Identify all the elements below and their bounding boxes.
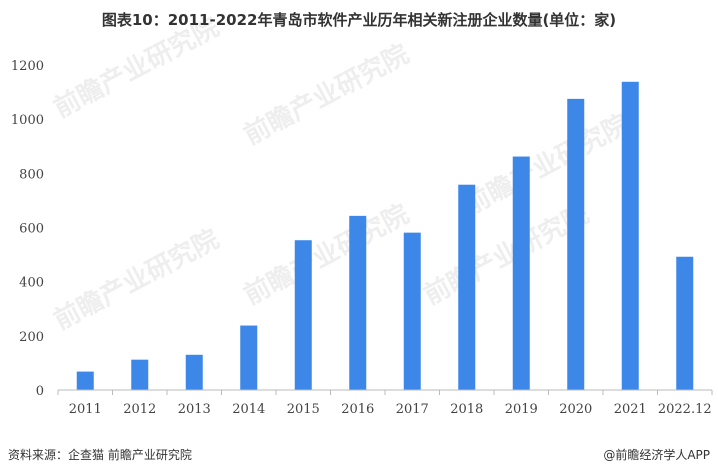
bars (76, 81, 694, 391)
x-tick-label: 2019 (505, 402, 538, 417)
x-axis: 2011 2012 2013 2014 2015 2016 2017 2018 2019 2020… (57, 389, 713, 417)
bar-2020 (567, 98, 585, 391)
bar-2015 (294, 240, 312, 390)
watermark-text: 前瞻产业研究院 (49, 223, 224, 336)
watermark-text: 前瞻产业研究院 (239, 38, 414, 151)
y-tick-label: 400 (19, 276, 44, 291)
bar-2011 (76, 371, 94, 390)
x-tick-label: 2021 (614, 402, 647, 417)
x-tick-label: 2013 (178, 402, 211, 417)
x-tick-label: 2018 (450, 402, 483, 417)
bar-2016 (349, 215, 367, 390)
bar-2012 (131, 359, 149, 390)
watermark-text: 前瞻产业研究院 (459, 108, 634, 221)
y-tick-label: 1000 (11, 113, 44, 128)
bar-2019 (512, 156, 530, 390)
x-tick-label: 2012 (123, 402, 156, 417)
y-tick-label: 0 (36, 384, 44, 399)
watermark-text: 前瞻产业研究院 (49, 11, 224, 124)
bar-2014 (240, 325, 258, 390)
bar-2017 (403, 232, 421, 390)
bar-2022.12 (676, 256, 694, 390)
y-axis: 0 200 400 600 800 1000 1200 (11, 59, 44, 399)
y-tick-label: 200 (19, 330, 44, 345)
x-tick-label: 2017 (396, 402, 429, 417)
x-tick-label: 2015 (287, 402, 320, 417)
x-tick-label: 2020 (559, 402, 592, 417)
chart-title: 图表10：2011-2022年青岛市软件产业历年相关新注册企业数量(单位：家) (101, 11, 617, 29)
x-tick-label: 2014 (232, 402, 265, 417)
y-tick-label: 1200 (11, 59, 44, 74)
y-tick-label: 800 (19, 167, 44, 182)
x-tick-label: 2011 (69, 402, 102, 417)
x-tick-label: 2022.12 (658, 402, 712, 417)
bar-2018 (458, 184, 476, 390)
x-tick-label: 2016 (341, 402, 374, 417)
watermark-text: 前瞻产业研究院 (239, 198, 414, 311)
y-tick-label: 600 (19, 222, 44, 237)
bar-2021 (621, 81, 639, 391)
source-note: 资料来源：企查猫 前瞻产业研究院 (8, 448, 192, 462)
bar-2013 (185, 354, 203, 390)
brand-credit: @前瞻经济学人APP (603, 448, 710, 462)
